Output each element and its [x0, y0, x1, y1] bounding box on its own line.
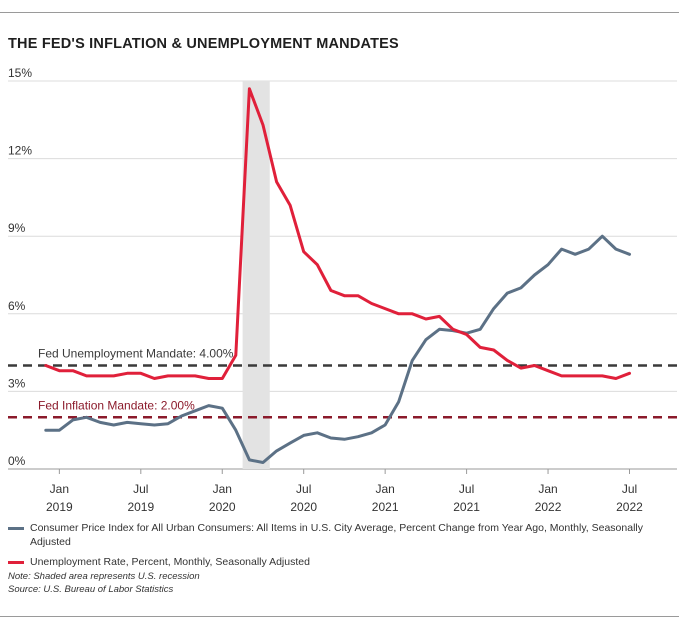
series-line-cpi	[44, 234, 631, 464]
legend-item-cpi: Consumer Price Index for All Urban Consu…	[8, 521, 668, 549]
x-tick-month-42: Jul	[622, 482, 637, 496]
chart-title: THE FED'S INFLATION & UNEMPLOYMENT MANDA…	[8, 36, 399, 52]
mandate-label-inflation: Fed Inflation Mandate: 2.00%	[38, 398, 195, 412]
legend-swatch-cpi	[8, 527, 24, 530]
y-tick-label-0: 0%	[8, 454, 26, 468]
series-lines	[44, 87, 631, 464]
x-tick-month-6: Jul	[133, 482, 148, 496]
top-rule	[0, 12, 679, 13]
legend-label-unemployment: Unemployment Rate, Percent, Monthly, Sea…	[30, 556, 310, 568]
x-tick-month-0: Jan	[50, 482, 69, 496]
mandate-label-unemployment: Fed Unemployment Mandate: 4.00%	[38, 347, 234, 361]
x-tick-year-0: 2019	[46, 500, 73, 514]
x-tick-year-42: 2022	[616, 500, 643, 514]
legend-item-unemployment: Unemployment Rate, Percent, Monthly, Sea…	[8, 555, 668, 569]
x-tick-year-18: 2020	[290, 500, 317, 514]
y-tick-label-9: 9%	[8, 221, 26, 235]
y-axis-ticks: 0% 3% 6% 9% 12% 15%	[8, 66, 32, 468]
y-tick-label-6: 6%	[8, 299, 26, 313]
bottom-rule	[0, 616, 679, 617]
y-tick-label-15: 15%	[8, 66, 32, 80]
legend: Consumer Price Index for All Urban Consu…	[8, 521, 668, 575]
mandate-lines: Fed Unemployment Mandate: 4.00% Fed Infla…	[8, 347, 677, 419]
note-source: Source: U.S. Bureau of Labor Statistics	[8, 584, 174, 595]
note-shading: Note: Shaded area represents U.S. recess…	[8, 571, 200, 582]
x-tick-year-30: 2021	[453, 500, 480, 514]
y-tick-label-3: 3%	[8, 376, 26, 390]
x-tick-month-12: Jan	[213, 482, 232, 496]
series-line-unemployment	[44, 87, 631, 380]
x-tick-year-6: 2019	[127, 500, 154, 514]
x-tick-year-12: 2020	[209, 500, 236, 514]
x-tick-month-30: Jul	[459, 482, 474, 496]
x-tick-year-24: 2021	[372, 500, 399, 514]
y-tick-label-12: 12%	[8, 144, 32, 158]
line-chart: 0% 3% 6% 9% 12% 15% Fed Unemployment Mandate:…	[8, 66, 677, 514]
x-tick-month-36: Jan	[538, 482, 557, 496]
legend-label-cpi: Consumer Price Index for All Urban Consu…	[30, 522, 643, 548]
x-axis-ticks: Jan 2019 Jul 2019 Jan 2020 Jul 2020 Jan 2021 Jul 20…	[46, 469, 643, 514]
legend-swatch-unemployment	[8, 561, 24, 564]
grid-lines	[8, 80, 677, 470]
x-tick-month-18: Jul	[296, 482, 311, 496]
x-tick-year-36: 2022	[535, 500, 562, 514]
x-tick-month-24: Jan	[375, 482, 394, 496]
chart-notes: Note: Shaded area represents U.S. recess…	[8, 570, 200, 596]
